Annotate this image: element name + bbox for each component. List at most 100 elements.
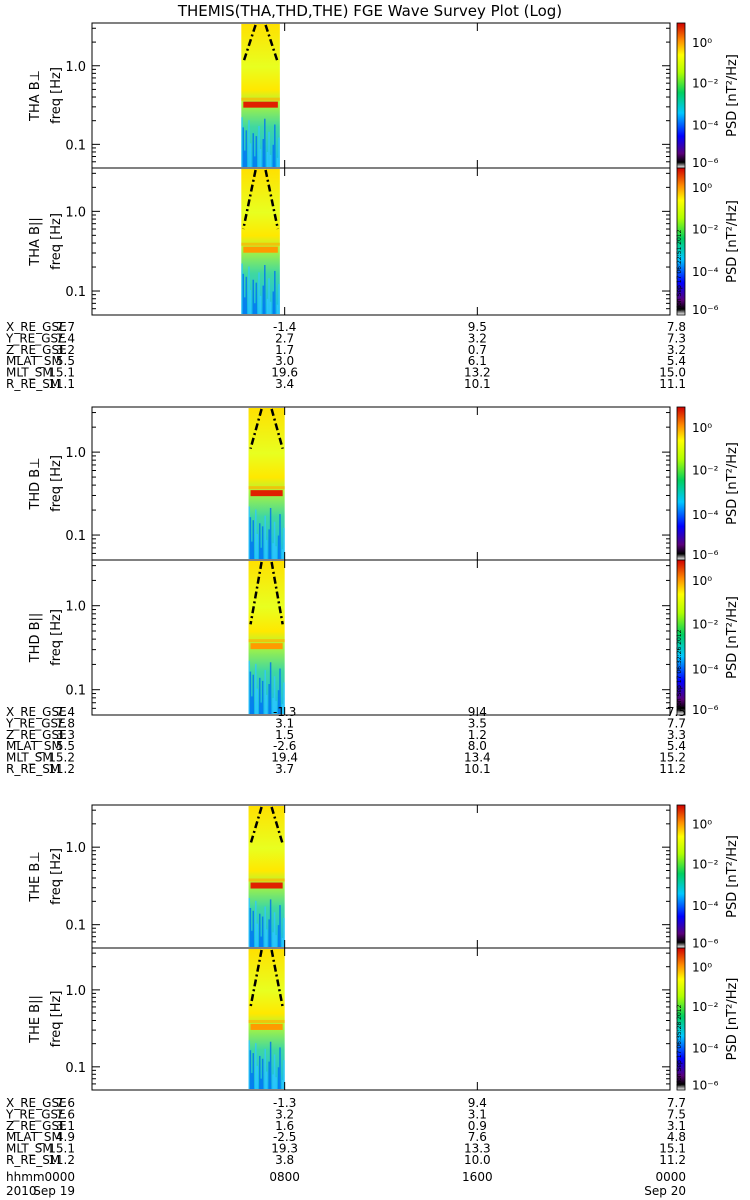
ephemeris-value: 19.6: [271, 366, 298, 380]
spectrogram-texture: [255, 663, 257, 714]
ephemeris-value: -1.4: [273, 320, 296, 334]
spectrogram-texture: [259, 523, 261, 559]
spectrogram-texture: [273, 1054, 276, 1089]
ytick-label: 1.0: [65, 205, 86, 220]
spectrogram-texture: [259, 295, 262, 314]
ephemeris-value: 9.5: [468, 320, 487, 334]
ephemeris-value: 7.7: [667, 1096, 686, 1110]
spectrogram-texture: [256, 923, 258, 947]
spectrogram-texture: [258, 272, 260, 314]
spectrogram-texture: [277, 925, 280, 947]
spectrogram-texture: [255, 282, 258, 314]
ephemeris-value: 19.3: [271, 1142, 298, 1156]
spectrogram-texture: [273, 676, 276, 714]
ephemeris-value: 3.1: [56, 1119, 75, 1133]
spectrogram-texture: [249, 517, 252, 559]
spectrogram-texture: [249, 290, 252, 314]
ephemeris-row-name: MLAT_SM: [6, 739, 62, 753]
spectrogram-panel: 1.0 0.1 THE B|| freq [Hz] 10⁰ 10⁻² 10⁻⁴ 10⁻⁶ PSD…: [28, 947, 740, 1092]
ytick-label: 1.0: [65, 841, 86, 856]
ephemeris-value: 19.4: [271, 751, 298, 765]
ephemeris-row-name: R_RE_SM: [6, 377, 60, 391]
ephemeris-value: 6.1: [468, 354, 487, 368]
spectrogram-texture: [272, 932, 274, 947]
ephemeris-value: 13.3: [464, 1142, 491, 1156]
spectrogram-texture: [265, 929, 268, 947]
spectrogram-texture: [252, 674, 255, 714]
ephemeris-value: 7.3: [667, 331, 686, 345]
figure-title: THEMIS(THA,THD,THE) FGE Wave Survey Plot…: [177, 2, 562, 20]
panel-frame: [91, 804, 671, 949]
ephemeris-value: 3.2: [468, 331, 487, 345]
spectrogram-texture: [249, 1050, 252, 1089]
colorbar-tick: 10⁻⁶: [692, 303, 719, 317]
spectrogram-texture: [275, 546, 277, 559]
time-tick-label: 0000: [44, 1170, 75, 1184]
ephemeris-value: 3.0: [275, 354, 294, 368]
ephemeris-row-name: MLAT_SM: [6, 1130, 62, 1144]
spectrogram-texture: [276, 304, 279, 314]
spectrogram-texture: [258, 125, 260, 167]
spectrogram-texture: [279, 905, 281, 947]
nyquist-curve-right: [270, 408, 284, 450]
spectrogram-texture: [268, 131, 270, 167]
spectrogram-texture: [251, 930, 253, 947]
spectrogram-texture: [281, 549, 284, 559]
generation-timestamp: Mon Sep 17 06:35:28 2012: [676, 1004, 683, 1086]
ytick-label: 0.1: [65, 919, 86, 934]
ephemeris-value: 0.7: [468, 343, 487, 357]
ephemeris-row-name: MLAT_SM: [6, 354, 62, 368]
ephemeris-row-name: R_RE_SM: [6, 1153, 60, 1167]
ephemeris-value: 3.1: [275, 716, 294, 730]
panel-label: THE B⊥: [28, 851, 43, 902]
peak-band-halo: [248, 1019, 285, 1023]
spectrogram-texture: [245, 130, 248, 167]
ephemeris-value: 9.4: [468, 705, 487, 719]
ephemeris-row-name: X_RE_GSE: [6, 705, 67, 719]
ephemeris-value: 7.5: [667, 705, 686, 719]
spectrogram-texture: [283, 1060, 285, 1089]
colorbar-label: PSD [nT²/Hz]: [725, 54, 740, 137]
panel-label: THA B||: [28, 217, 43, 266]
ytick-label: 0.1: [65, 529, 86, 544]
spectrogram-texture: [264, 1048, 266, 1089]
ylabel: freq [Hz]: [49, 991, 64, 1048]
spectrogram-texture: [262, 139, 265, 167]
spectrogram-texture: [279, 514, 281, 559]
ephemeris-value: 7.4: [56, 331, 75, 345]
date-label: Sep 20: [644, 1184, 686, 1198]
ephemeris-value: 3.5: [468, 716, 487, 730]
ephemeris-value: 13.4: [464, 751, 491, 765]
nyquist-curve-left: [242, 24, 257, 63]
colorbar-tick: 10⁰: [692, 36, 712, 50]
spectrogram-texture: [272, 1074, 274, 1089]
spectrogram-texture: [264, 265, 266, 314]
ephemeris-value: 3.2: [275, 1107, 294, 1121]
ephemeris-row-name: Z_RE_GSE: [6, 1119, 67, 1133]
colorbar-tick: 10⁻⁴: [692, 1041, 719, 1055]
ytick-label: 1.0: [65, 446, 86, 461]
ephemeris-row-name: Y_RE_GSE: [5, 716, 66, 730]
ylabel: freq [Hz]: [49, 848, 64, 905]
ephemeris-value: 11.1: [48, 377, 75, 391]
colorbar-tick: 10⁻⁶: [692, 1078, 719, 1092]
colorbar-tick: 10⁻⁶: [692, 156, 719, 170]
spectrogram-texture: [278, 284, 280, 314]
spectrogram-texture: [259, 1055, 261, 1089]
ephemeris-value: 7.8: [667, 320, 686, 334]
date-label: Sep 19: [33, 1184, 75, 1198]
colorbar-tick: 10⁻²: [692, 1000, 719, 1014]
spectrogram-texture: [275, 1077, 277, 1089]
ephemeris-value: 15.0: [659, 366, 686, 380]
spectrogram-texture: [273, 521, 276, 559]
spectrogram-texture: [261, 680, 264, 714]
ephemeris-value: 4.8: [667, 1130, 686, 1144]
colorbar-tick: 10⁰: [692, 181, 712, 195]
ephemeris-value: 3.4: [275, 377, 294, 391]
ephemeris-value: 7.5: [667, 1107, 686, 1121]
spectrogram-texture: [283, 917, 285, 947]
ephemeris-value: 0.9: [468, 1119, 487, 1133]
spectrogram-data: [248, 561, 285, 714]
spectrogram-texture: [264, 118, 266, 167]
